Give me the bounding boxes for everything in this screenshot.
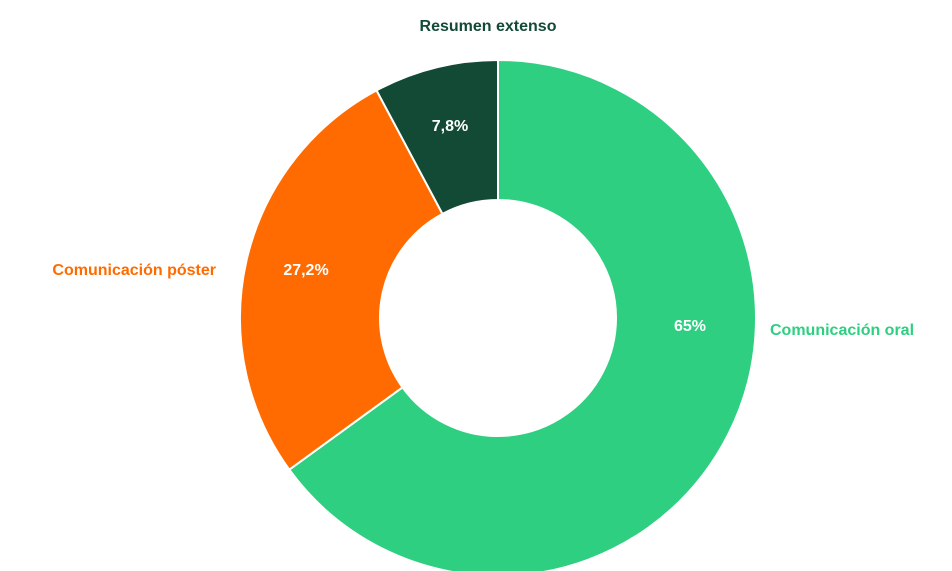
category-label: Comunicación oral — [770, 322, 914, 339]
category-label: Resumen extenso — [420, 18, 557, 35]
category-label: Comunicación póster — [52, 262, 216, 279]
value-label: 7,8% — [432, 118, 468, 135]
donut-slice — [287, 58, 757, 571]
value-label: 27,2% — [283, 262, 328, 279]
donut-slice — [375, 58, 499, 216]
donut-slice — [239, 89, 444, 472]
value-label: 65% — [674, 318, 706, 335]
